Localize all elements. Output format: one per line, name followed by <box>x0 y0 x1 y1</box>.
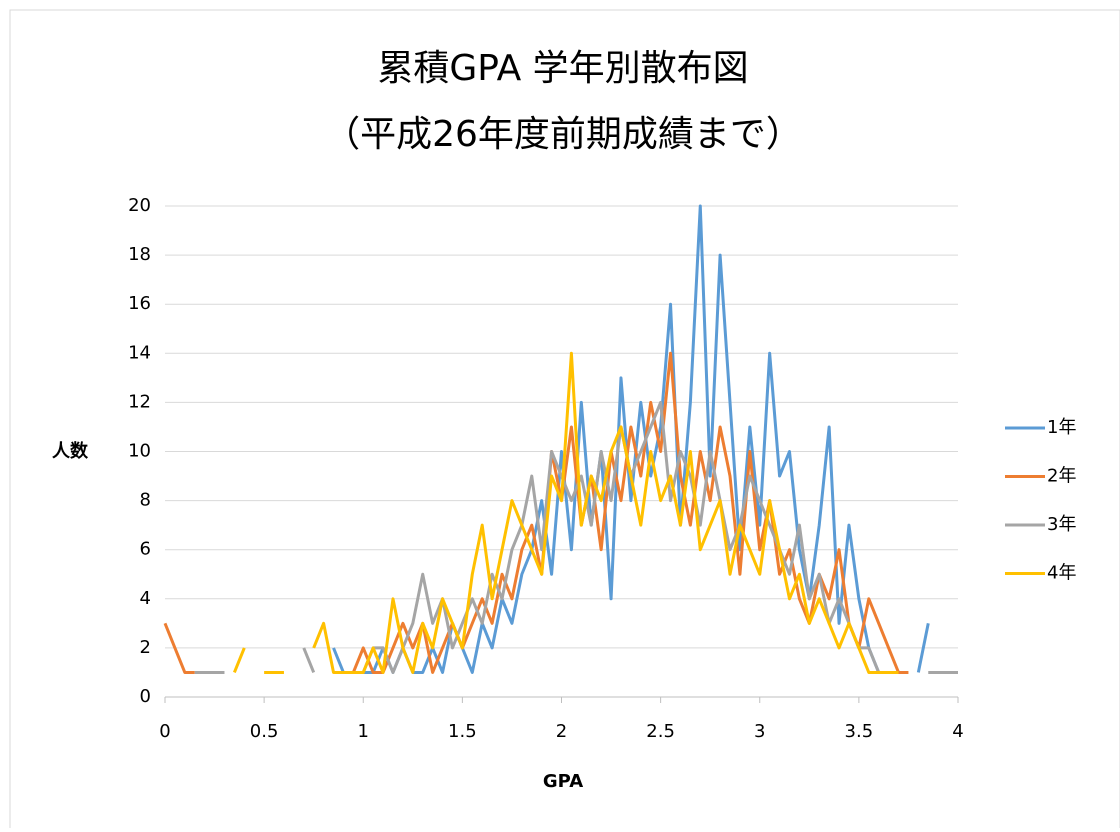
y-tick-label: 0 <box>140 686 151 707</box>
y-tick-label: 10 <box>128 441 151 462</box>
legend-label: 2年 <box>1047 466 1076 487</box>
y-tick-label: 14 <box>128 342 151 363</box>
y-tick-label: 12 <box>128 391 151 412</box>
series-line <box>163 351 909 674</box>
y-tick-label: 20 <box>128 195 151 216</box>
x-tick-label: 2 <box>556 721 567 742</box>
y-axis-label: 人数 <box>52 440 89 462</box>
x-tick-label: 0.5 <box>250 721 279 742</box>
series-line <box>332 204 930 674</box>
x-tick-label: 1 <box>358 721 369 742</box>
y-tick-label: 8 <box>140 490 151 511</box>
series-line <box>194 400 958 674</box>
series-line <box>232 351 899 674</box>
chart-frame <box>9 9 1120 832</box>
x-tick-label: 1.5 <box>448 721 477 742</box>
x-tick-label: 4 <box>952 721 963 742</box>
legend-label: 3年 <box>1047 514 1076 535</box>
x-axis-label: GPA <box>543 771 583 792</box>
x-tick-label: 2.5 <box>646 721 675 742</box>
y-tick-label: 6 <box>140 539 151 560</box>
y-tick-label: 4 <box>140 588 151 609</box>
legend-label: 4年 <box>1047 563 1076 584</box>
y-tick-label: 2 <box>140 637 151 658</box>
x-tick-label: 3.5 <box>845 721 874 742</box>
x-tick-label: 0 <box>159 721 170 742</box>
x-tick-label: 3 <box>754 721 765 742</box>
y-tick-label: 16 <box>128 293 151 314</box>
y-tick-label: 18 <box>128 244 151 265</box>
chart-title: 累積GPA 学年別散布図 <box>377 48 748 89</box>
chart-subtitle: （平成26年度前期成績まで） <box>324 114 802 155</box>
legend-label: 1年 <box>1047 417 1076 438</box>
